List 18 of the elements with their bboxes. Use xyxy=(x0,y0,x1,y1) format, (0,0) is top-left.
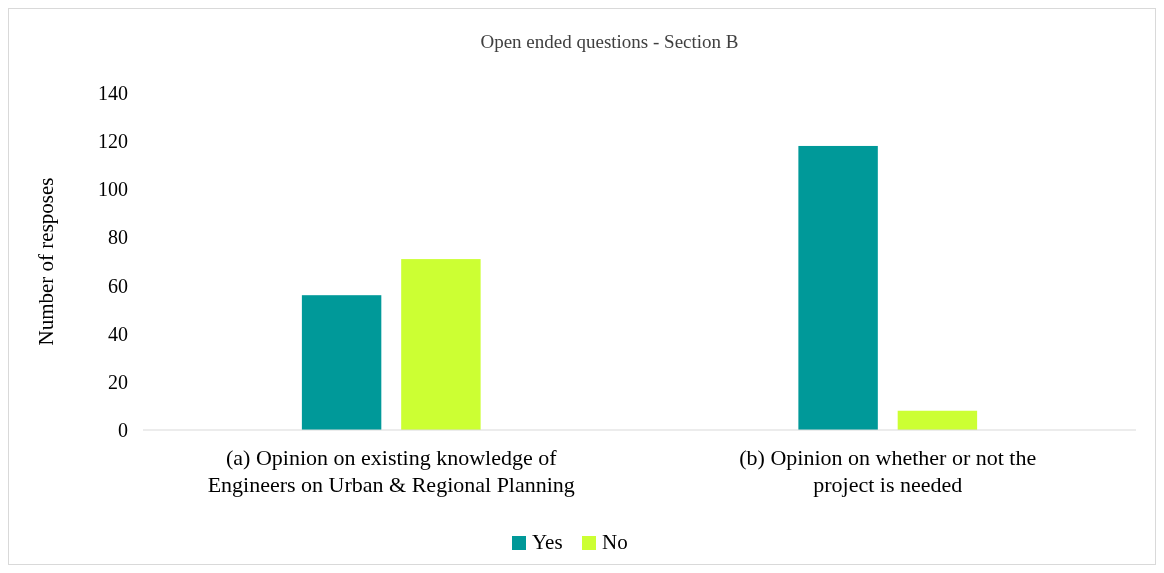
y-tick-label: 20 xyxy=(108,370,128,393)
y-tick-label: 80 xyxy=(108,226,128,249)
bar xyxy=(897,410,978,430)
legend-label: Yes xyxy=(532,530,563,554)
bar xyxy=(301,295,382,430)
x-tick-label: (a) Opinion on existing knowledge of Engineers on Urban & Regional Planning xyxy=(207,445,575,497)
y-tick-label: 140 xyxy=(98,82,128,104)
bar xyxy=(401,259,481,430)
y-tick-label: 120 xyxy=(98,130,128,153)
chart-title: Open ended questions - Section B xyxy=(480,31,739,52)
x-tick-label: (b) Opinion on whether or not the project is needed xyxy=(739,445,1037,497)
legend-label: No xyxy=(602,530,628,554)
y-axis-title: Number of resposes xyxy=(34,177,58,346)
y-tick-label: 100 xyxy=(98,178,128,201)
y-tick-label: 60 xyxy=(108,274,128,297)
y-tick-label: 0 xyxy=(118,419,128,441)
y-tick-label: 40 xyxy=(108,322,128,345)
bar xyxy=(798,145,878,430)
